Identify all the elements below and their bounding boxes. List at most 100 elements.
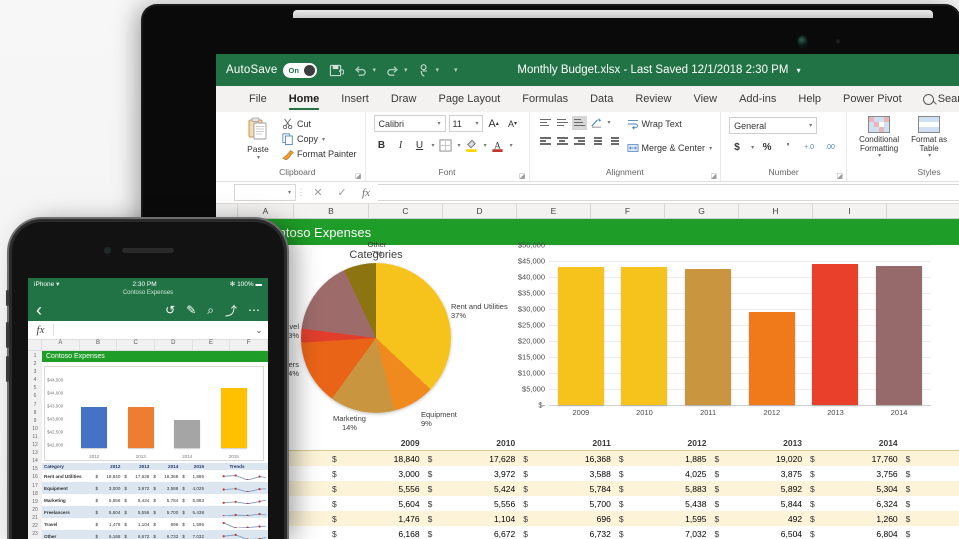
table-cell-value[interactable]: 3,588 xyxy=(589,468,611,479)
tab-draw[interactable]: Draw xyxy=(390,93,417,105)
phone-row-number[interactable]: 3 xyxy=(33,369,37,376)
table-cell-total[interactable]: 33,843 xyxy=(914,481,959,496)
conditional-formatting-button[interactable]: Conditional Formatting ▾ xyxy=(855,114,903,160)
tab-page-layout[interactable]: Page Layout xyxy=(438,93,501,105)
touch-mode-icon[interactable] xyxy=(417,63,432,78)
redo-dropdown-icon[interactable]: ▾ xyxy=(404,67,408,74)
tab-insert[interactable]: Insert xyxy=(341,93,369,105)
column-header-g[interactable]: G xyxy=(665,204,739,218)
align-top-icon[interactable] xyxy=(538,116,553,130)
phone-table-cell-value[interactable]: 1,104 xyxy=(137,521,150,527)
bar-chart[interactable]: $- $5,000 $10,000 $15,000 $20,000 $25,00… xyxy=(501,241,931,445)
currency-dropdown-icon[interactable]: ▾ xyxy=(751,145,755,151)
italic-button[interactable]: I xyxy=(398,140,403,151)
cell-styles-button[interactable]: Cell Styles ▾ xyxy=(955,114,959,151)
phone-table-cell-value[interactable]: 696 xyxy=(170,521,179,527)
phone-row-number[interactable]: 7 xyxy=(33,401,37,408)
table-cell-value[interactable]: 3,972 xyxy=(493,468,516,479)
phone-row-number[interactable]: 6 xyxy=(33,393,37,400)
phone-table-cell-value[interactable]: 3,972 xyxy=(137,485,150,491)
expenses-table[interactable]: 2009 2010 2011 2012 2013 2014 Total Tren… xyxy=(216,436,959,539)
column-header-b[interactable]: B xyxy=(294,204,369,218)
table-cell-value[interactable]: 4,025 xyxy=(685,468,707,479)
phone-bar-chart[interactable]: $44,500 $44,000 $43,500 $43,000 $42,500 … xyxy=(44,366,264,461)
phone-sheet[interactable]: 1234567891011121314151617181920212223242… xyxy=(28,351,268,539)
copy-dropdown-icon[interactable]: ▾ xyxy=(322,136,326,143)
table-cell-value[interactable]: 3,756 xyxy=(876,468,898,479)
table-cell-value[interactable]: 5,424 xyxy=(493,483,516,494)
phone-table-cell-value[interactable]: 1,595 xyxy=(192,521,205,527)
phone-col-d[interactable]: D xyxy=(155,340,193,350)
table-cell-value[interactable]: 6,732 xyxy=(589,528,611,539)
align-right-icon[interactable] xyxy=(572,134,587,148)
table-cell-value[interactable]: 5,604 xyxy=(398,498,420,509)
phone-bar-2015[interactable] xyxy=(220,388,247,448)
phone-col-b[interactable]: B xyxy=(80,340,118,350)
table-row[interactable]: Freelancers$5,604$5,556$5,700$5,438$5,84… xyxy=(216,496,959,511)
currency-button[interactable]: $ xyxy=(734,142,740,153)
cancel-entry-button[interactable]: ✕ xyxy=(313,187,323,199)
phone-col-f[interactable]: F xyxy=(230,340,268,350)
comma-style-button[interactable]: ' xyxy=(786,142,790,153)
table-row[interactable]: Other$6,168$6,672$6,732$7,032$6,504$6,80… xyxy=(216,526,959,539)
table-cell-value[interactable]: 1,260 xyxy=(876,513,898,524)
table-cell-value[interactable]: 6,504 xyxy=(780,528,803,539)
fill-color-dropdown-icon[interactable]: ▾ xyxy=(483,143,487,149)
phone-row-number[interactable]: 11 xyxy=(32,433,38,440)
more-icon[interactable]: ⋯ xyxy=(248,303,260,317)
phone-row-number[interactable]: 22 xyxy=(32,522,38,529)
bar-column-2010[interactable] xyxy=(621,245,668,405)
copy-button[interactable]: Copy ▾ xyxy=(282,132,357,146)
table-cell-value[interactable]: 17,760 xyxy=(871,453,898,464)
worksheet-area[interactable]: Contoso Expenses Categories Other 7% Ren… xyxy=(216,219,959,539)
phone-bar-2012[interactable] xyxy=(81,406,108,448)
phone-table-cell-trend[interactable] xyxy=(206,482,268,494)
phone-expenses-table[interactable]: Category 2012 2013 2014 2015 Trends Rent… xyxy=(42,463,268,539)
phone-table-cell-trend[interactable] xyxy=(206,530,268,539)
phone-row-number[interactable]: 10 xyxy=(32,425,38,432)
font-name-dropdown-icon[interactable]: ▾ xyxy=(437,121,441,127)
table-cell-value[interactable]: 3,875 xyxy=(780,468,803,479)
font-size-input[interactable]: 11 ▾ xyxy=(448,115,483,132)
orientation-icon[interactable] xyxy=(589,114,605,131)
column-header-c[interactable]: C xyxy=(369,204,443,218)
increase-indent-icon[interactable] xyxy=(606,134,621,148)
borders-button[interactable] xyxy=(438,137,454,154)
table-cell-value[interactable]: 1,885 xyxy=(685,453,707,464)
phone-volume-down-button[interactable] xyxy=(6,356,9,382)
phone-table-row[interactable]: Travel $1,476 $1,104 $696 $1,595 xyxy=(42,518,268,530)
back-icon[interactable]: ‹ xyxy=(36,299,42,320)
phone-table-cell-value[interactable]: 18,840 xyxy=(106,473,121,479)
phone-col-a[interactable]: A xyxy=(42,340,80,350)
number-format-dropdown-icon[interactable]: ▾ xyxy=(809,123,813,129)
phone-table-cell-value[interactable]: 5,784 xyxy=(166,497,179,503)
phone-table-cell-trend[interactable] xyxy=(206,518,268,530)
table-cell-total[interactable]: 22,216 xyxy=(914,466,959,481)
table-cell-value[interactable]: 5,438 xyxy=(685,498,707,509)
phone-formula-bar[interactable]: fx ⌄ xyxy=(28,321,268,340)
phone-table-cell-value[interactable]: 7,032 xyxy=(192,533,205,539)
document-title-caret-icon[interactable]: ▾ xyxy=(796,66,801,75)
search-box[interactable]: Search xyxy=(922,93,959,105)
table-cell-value[interactable]: 1,595 xyxy=(685,513,707,524)
phone-row-number[interactable]: 23 xyxy=(32,531,38,538)
insert-function-button[interactable]: fx xyxy=(362,186,370,199)
phone-table-row[interactable]: Equipment $3,000 $3,972 $3,588 $4,025 xyxy=(42,482,268,494)
confirm-entry-button[interactable]: ✓ xyxy=(337,187,347,199)
merge-center-dropdown-icon[interactable]: ▾ xyxy=(709,145,713,152)
phone-row-number[interactable]: 18 xyxy=(32,490,38,497)
column-header-d[interactable]: D xyxy=(443,204,517,218)
phone-select-all-corner[interactable] xyxy=(28,340,42,350)
undo-icon[interactable]: ↺ xyxy=(165,303,176,317)
table-cell-value[interactable]: 6,324 xyxy=(876,498,898,509)
phone-bar-2013[interactable] xyxy=(127,406,154,448)
align-middle-icon[interactable] xyxy=(555,116,570,130)
conditional-formatting-dropdown-icon[interactable]: ▾ xyxy=(878,153,882,160)
align-bottom-icon[interactable] xyxy=(571,115,587,130)
increase-decimal-button[interactable]: +.0 xyxy=(804,144,815,151)
wrap-text-button[interactable]: Wrap Text xyxy=(627,117,713,131)
bar-column-2014[interactable] xyxy=(876,245,923,405)
customize-qat-icon[interactable]: ▾ xyxy=(454,67,458,74)
undo-icon[interactable] xyxy=(353,63,368,78)
phone-table-cell-value[interactable]: 1,476 xyxy=(108,521,121,527)
